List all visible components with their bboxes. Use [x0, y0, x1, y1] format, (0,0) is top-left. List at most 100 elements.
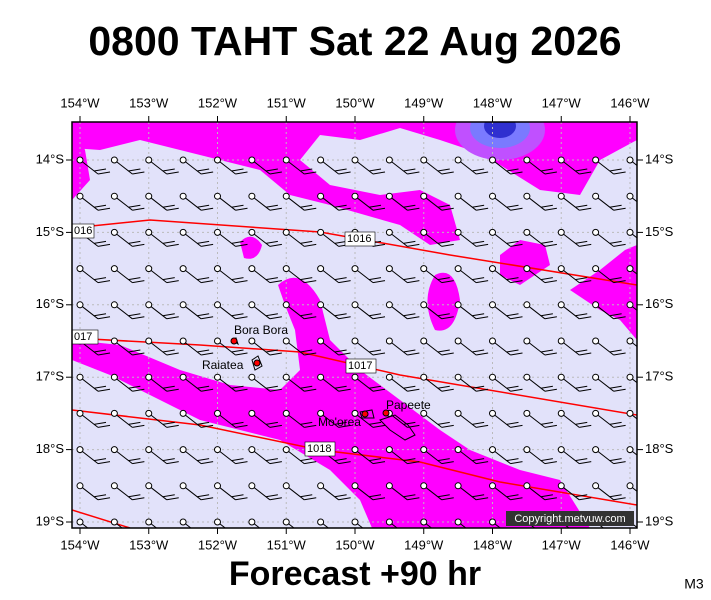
wind-barb [457, 521, 467, 528]
wind-barb [182, 485, 214, 501]
lon-label: 152°W [198, 537, 238, 552]
wind-barb [79, 521, 89, 528]
wind-station [317, 301, 325, 309]
copyright-box [506, 511, 634, 526]
wind-station [489, 518, 496, 526]
wind-barb [595, 376, 626, 392]
wind-station [317, 373, 325, 381]
wind-station [489, 265, 496, 273]
wind-barb [423, 195, 454, 211]
wind-station [282, 337, 290, 345]
wind-barb [423, 485, 454, 501]
wind-barb [148, 449, 179, 465]
wind-barb [217, 376, 248, 392]
wind-station [454, 518, 462, 526]
lon-label: 151°W [267, 537, 307, 552]
wind-barb [251, 195, 282, 211]
lon-label: 154°W [60, 537, 100, 552]
wind-station [145, 265, 153, 273]
wind-barb [526, 485, 557, 501]
wind-barb [320, 485, 351, 501]
wind-station [420, 409, 428, 417]
wind-station [385, 265, 393, 273]
wind-station [110, 337, 118, 345]
wind-station [420, 337, 428, 345]
wind-station [557, 192, 565, 200]
wind-barb [148, 159, 179, 175]
wind-barb [423, 340, 454, 356]
wind-station [214, 482, 221, 490]
wind-barb [148, 413, 179, 428]
wind-station [179, 409, 187, 417]
wind-barb [79, 304, 111, 320]
wind-barb [492, 159, 523, 175]
wind-station [557, 446, 565, 454]
wind-station [454, 265, 462, 273]
wind-barb [457, 449, 489, 465]
wind-barb [389, 268, 420, 284]
wind-station [592, 301, 600, 309]
wind-station [214, 192, 221, 200]
wind-barb [285, 195, 317, 211]
wind-barb [389, 376, 420, 392]
wind-station [523, 228, 531, 236]
wind-barb [492, 413, 523, 428]
lat-label: 17°S [36, 369, 65, 384]
wind-barb [492, 449, 523, 465]
wind-barb [320, 340, 351, 356]
wind-station [454, 156, 462, 164]
wind-station [523, 446, 531, 454]
wind-station [214, 337, 221, 345]
wind-station [214, 446, 221, 454]
wind-station [179, 518, 187, 526]
map-code: M3 [684, 576, 704, 592]
wind-station [626, 446, 634, 454]
wind-station [76, 446, 84, 454]
wind-station [351, 156, 359, 164]
wind-station [248, 518, 256, 526]
lat-label: 15°S [36, 224, 65, 239]
wind-barb [526, 340, 557, 356]
wind-station [454, 482, 462, 490]
copyright: Copyright.metvuw.com [514, 513, 625, 525]
wind-barb [629, 449, 637, 456]
wind-station [626, 373, 634, 381]
wind-station [385, 228, 393, 236]
wind-barb [79, 268, 111, 284]
wind-barb [457, 340, 489, 356]
wind-station [489, 337, 496, 345]
wind-barb [629, 304, 637, 311]
wind-barb [285, 521, 295, 528]
wind-barb [560, 159, 592, 175]
wind-station [626, 192, 634, 200]
wind-barb [354, 485, 386, 501]
lat-label: 17°S [645, 369, 674, 384]
wind-barb [114, 304, 145, 320]
wind-station [351, 518, 359, 526]
wind-station [179, 228, 187, 236]
wind-station [489, 228, 496, 236]
isobar-label: 1016 [347, 233, 371, 245]
wind-barb [595, 195, 626, 211]
wind-barb [389, 304, 420, 320]
wind-barb [114, 485, 145, 501]
wind-station [110, 156, 118, 164]
wind-station [592, 228, 600, 236]
wind-barb [389, 159, 420, 175]
wind-barb [629, 232, 637, 239]
wind-barb [457, 268, 489, 284]
wind-station [489, 409, 496, 417]
wind-station [282, 301, 290, 309]
wind-barb [457, 304, 489, 320]
wind-station [557, 337, 565, 345]
wind-barb [182, 304, 214, 320]
wind-barb [320, 413, 351, 428]
wind-station [282, 373, 290, 381]
lon-label: 148°W [473, 537, 513, 552]
wind-barb [285, 304, 317, 320]
wind-station [317, 156, 325, 164]
wind-station [454, 192, 462, 200]
wind-barb [182, 449, 214, 465]
wind-station [626, 409, 634, 417]
wind-station [110, 518, 118, 526]
